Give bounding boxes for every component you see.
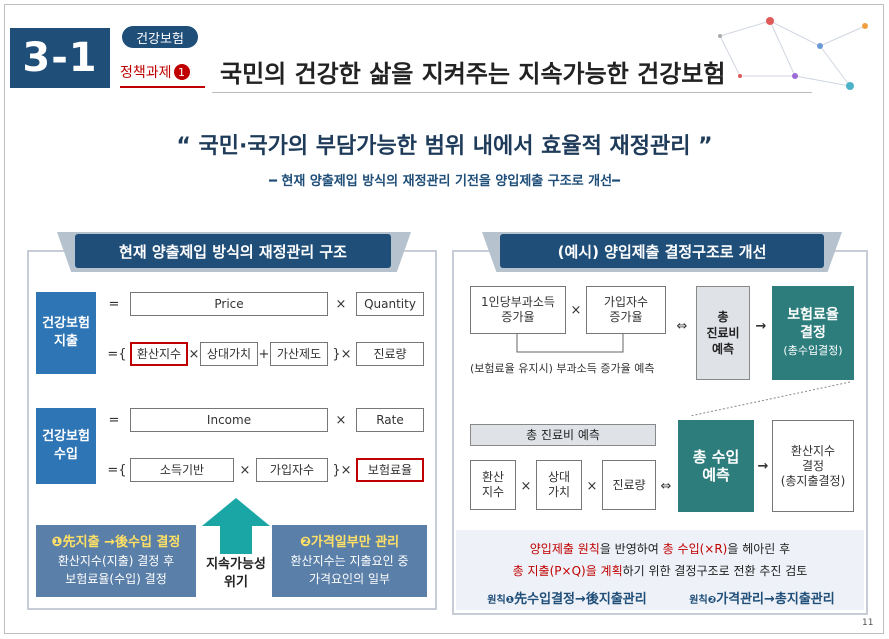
policy-underline: [120, 86, 205, 88]
times-sign: ×: [335, 412, 347, 428]
section-number: 3-1: [10, 28, 110, 88]
right-ribbon: (예시) 양입제출 결정구조로 개선: [500, 234, 824, 268]
diagonal-connector: [689, 381, 851, 417]
income-base-box: 소득기반: [130, 458, 234, 482]
times-sign: ×: [520, 478, 532, 494]
quantity-box: Quantity: [356, 292, 424, 316]
total-cost-forecast-header: 총 진료비 예측: [470, 424, 656, 446]
policy-text: 정책과제: [120, 65, 172, 81]
policy-number-badge: 1: [173, 64, 190, 80]
total-expense-emphasis: 총 지출(P×Q)을 계획: [512, 564, 623, 578]
principle-emphasis: 양입제출 원칙: [529, 542, 600, 556]
principle2-tag: 원칙❷: [689, 595, 717, 606]
premium-decision-box: 보험료율 결정 (총수입결정): [772, 286, 854, 380]
info2-title: ❷가격일부만 관리: [299, 535, 400, 550]
relative-value-box: 상대가치: [200, 342, 258, 366]
principle-text: 하기 위한 결정구조로 전환 추진 검토: [622, 564, 808, 578]
page-title: 국민의 건강한 삶을 지켜주는 지속가능한 건강보험: [220, 60, 726, 88]
income-growth-box: 1인당부과소득 증가율: [470, 286, 566, 334]
arrow-right-icon: →: [757, 458, 769, 474]
expenditure-label: 건강보험 지출: [36, 292, 96, 374]
equals-brace: ={: [107, 346, 127, 362]
main-quote: “ 국민·국가의 부담가능한 범위 내에서 효율적 재정관리 ”: [176, 134, 713, 159]
plus-sign: +: [258, 346, 270, 362]
page-number: 11: [862, 618, 874, 628]
up-arrow-icon: [202, 498, 270, 554]
times-sign: ×: [335, 296, 347, 312]
iff-sign: ⇔: [676, 318, 688, 334]
equals-sign: =: [108, 412, 120, 428]
info-box-1: ❶先지출 →後수입 결정 환산지수(지출) 결정 후 보험료율(수입) 결정: [36, 525, 196, 597]
arrow-right-icon: →: [755, 318, 767, 334]
network-decoration: [718, 17, 868, 90]
conversion-index-box: 환산지수: [130, 342, 188, 366]
premium-decision-text: 보험료율 결정: [787, 307, 839, 341]
total-income-forecast-box: 총 수입 예측: [678, 420, 754, 512]
total-income-emphasis: 총 수입(×R): [662, 542, 728, 556]
cell-relative-value: 상대 가치: [536, 460, 582, 510]
medical-volume-box: 진료량: [356, 342, 424, 366]
equals-brace: ={: [107, 462, 127, 478]
category-pill: 건강보험: [122, 26, 198, 48]
info-box-2: ❷가격일부만 관리 환산지수는 지출요인 중 가격요인의 일부: [272, 525, 427, 597]
cell-medical-volume: 진료량: [602, 460, 656, 510]
price-box: Price: [130, 292, 328, 316]
iff-sign: ⇔: [660, 478, 672, 494]
subscriber-growth-box: 가입자수 증가율: [586, 286, 666, 334]
total-cost-forecast-box: 총 진료비 예측: [696, 286, 750, 380]
info1-title: ❶先지출 →後수입 결정: [51, 535, 181, 550]
times-sign: ×: [586, 478, 598, 494]
rate-box: Rate: [356, 408, 424, 432]
principle-text: 을 헤아린 후: [727, 542, 791, 556]
principle-note-area: [456, 530, 864, 610]
premium-decision-sub: (총수입결정): [783, 344, 843, 357]
info2-body: 환산지수는 지출요인 중 가격요인의 일부: [290, 554, 409, 586]
income-box: Income: [130, 408, 328, 432]
forecast-note: (보험료율 유지시) 부과소득 증가율 예측: [470, 362, 655, 375]
close-brace: }×: [332, 346, 352, 362]
sub-quote: ━ 현재 양출제입 방식의 재정관리 기전을 양입제출 구조로 개선━: [269, 174, 620, 189]
slide-frame: [4, 4, 884, 634]
principle-1: 원칙❶先수입결정→後지출관리: [487, 588, 646, 607]
principle1-tag: 원칙❶: [487, 595, 515, 606]
times-sign: ×: [570, 302, 582, 318]
principle-2: 원칙❷가격관리→총지출관리: [689, 588, 834, 607]
principles-row: 원칙❶先수입결정→後지출관리 원칙❷가격관리→총지출관리: [466, 588, 856, 607]
left-ribbon: 현재 양출제입 방식의 재정관리 구조: [75, 234, 391, 268]
principle-text: 을 반영하여: [599, 542, 663, 556]
policy-label: 정책과제 1: [120, 62, 190, 82]
sustainability-crisis-label: 지속가능성 위기: [206, 557, 266, 590]
subscribers-box: 가입자수: [256, 458, 328, 482]
close-brace: }×: [332, 462, 352, 478]
principle-line-2: 총 지출(P×Q)을 계획하기 위한 결정구조로 전환 추진 검토: [456, 562, 864, 579]
principle1-text: 先수입결정→後지출관리: [514, 592, 647, 607]
times-sign: ×: [239, 462, 251, 478]
equals-sign: =: [108, 296, 120, 312]
revenue-label: 건강보험 수입: [36, 408, 96, 484]
cell-conversion-index: 환산 지수: [470, 460, 516, 510]
principle2-text: 가격관리→총지출관리: [716, 592, 835, 607]
surcharge-box: 가산제도: [270, 342, 328, 366]
premium-rate-box: 보험료율: [356, 458, 424, 482]
principle-line-1: 양입제출 원칙을 반영하여 총 수입(×R)을 헤아린 후: [456, 540, 864, 557]
title-divider: [212, 92, 812, 93]
info1-body: 환산지수(지출) 결정 후 보험료율(수입) 결정: [57, 554, 175, 586]
times-sign: ×: [188, 346, 200, 362]
bracket-connector: [516, 334, 624, 353]
conversion-decision-box: 환산지수 결정 (총지출결정): [772, 420, 854, 512]
